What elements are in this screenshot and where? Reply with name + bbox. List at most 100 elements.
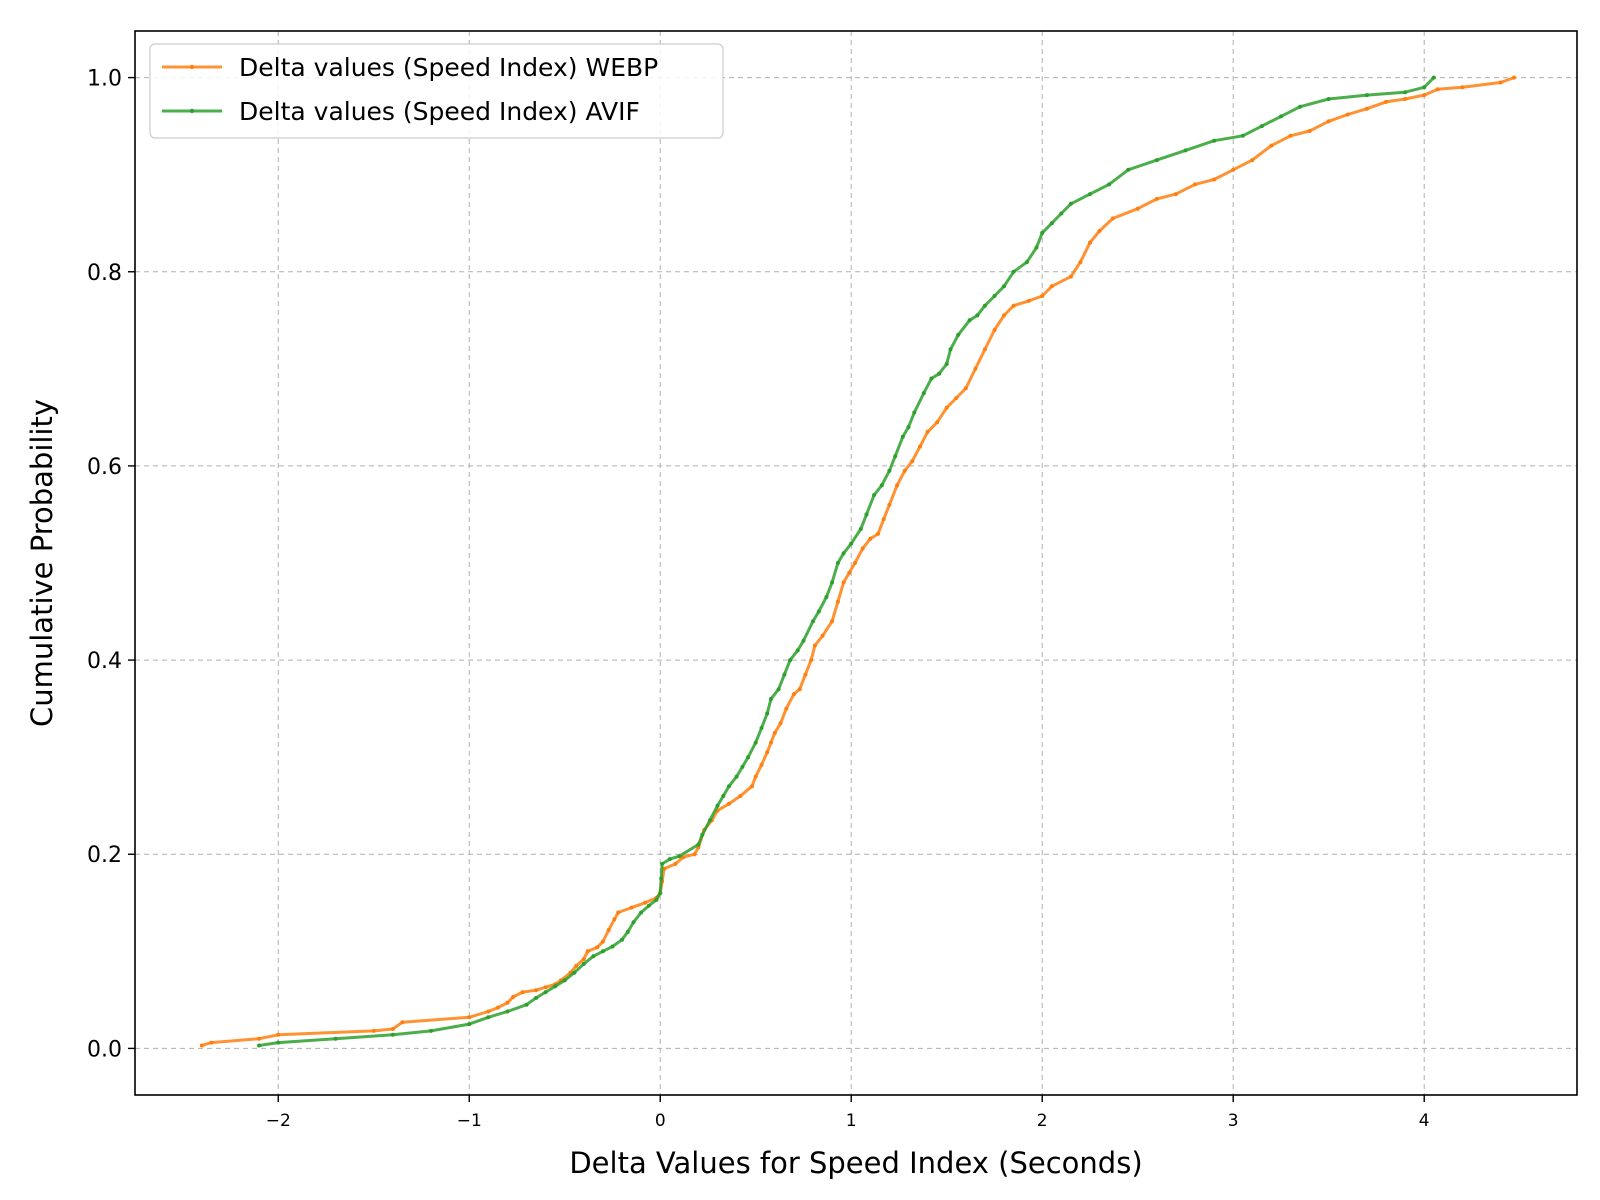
- data-point: [276, 1040, 281, 1045]
- x-axis: −2 −1 0 1 2 3 4: [266, 1095, 1430, 1131]
- data-point: [853, 561, 857, 565]
- data-point: [1002, 284, 1006, 289]
- data-point: [824, 595, 829, 599]
- data-point: [895, 483, 900, 488]
- data-point: [1034, 245, 1039, 250]
- data-point: [616, 910, 621, 915]
- data-point: [520, 990, 525, 995]
- data-point: [1049, 284, 1054, 289]
- y-tick-label: 0.2: [87, 843, 122, 868]
- data-point: [1431, 75, 1436, 80]
- data-point: [1250, 158, 1255, 163]
- data-point: [276, 1032, 281, 1037]
- data-point: [625, 929, 630, 934]
- data-point: [906, 425, 911, 430]
- data-point: [562, 978, 567, 983]
- data-point: [1231, 167, 1236, 172]
- data-point: [769, 740, 773, 745]
- data-point: [1110, 216, 1115, 221]
- data-point: [486, 1015, 491, 1020]
- data-point: [849, 541, 854, 546]
- data-point: [1088, 192, 1092, 197]
- data-point: [534, 995, 539, 1000]
- legend-item-avif[interactable]: Delta values (Speed Index) AVIF: [162, 97, 640, 126]
- data-point: [600, 949, 605, 954]
- legend-label: Delta values (Speed Index) AVIF: [239, 97, 640, 126]
- data-point: [811, 619, 815, 624]
- data-point: [921, 391, 926, 396]
- data-point: [333, 1036, 338, 1041]
- data-point: [209, 1040, 214, 1045]
- data-point: [595, 945, 600, 950]
- data-point: [868, 536, 873, 541]
- data-point: [879, 483, 884, 488]
- data-point: [467, 1015, 472, 1020]
- data-point: [1040, 230, 1045, 235]
- data-point: [1422, 93, 1427, 98]
- data-point: [963, 386, 968, 391]
- data-point: [1059, 211, 1064, 216]
- data-point: [1279, 114, 1283, 119]
- data-point: [707, 818, 712, 823]
- x-tick-label: −1: [457, 1111, 482, 1131]
- x-tick-label: 4: [1419, 1111, 1430, 1131]
- data-point: [912, 410, 917, 415]
- data-point: [1403, 97, 1408, 101]
- data-point: [727, 784, 731, 789]
- data-point: [772, 730, 777, 735]
- data-point: [600, 939, 605, 944]
- data-point: [967, 318, 972, 323]
- legend-box: [149, 43, 724, 139]
- data-point: [734, 774, 739, 779]
- data-point: [1384, 99, 1388, 104]
- data-point: [1068, 201, 1073, 206]
- data-point: [759, 762, 764, 767]
- y-axis-label: Cumulative Probability: [25, 399, 59, 727]
- data-point: [1403, 90, 1408, 95]
- data-point: [1154, 196, 1159, 201]
- series-avif: [257, 75, 1436, 1048]
- data-point: [1326, 119, 1331, 124]
- y-axis: 0.0 0.2 0.4 0.6 0.8 1.0: [87, 67, 135, 1062]
- data-point: [673, 861, 678, 866]
- data-point: [495, 1005, 500, 1010]
- data-point: [992, 294, 997, 298]
- data-point: [505, 1009, 510, 1014]
- data-point: [864, 512, 869, 517]
- data-point: [1240, 133, 1245, 138]
- x-axis-label: Delta Values for Speed Index (Seconds): [569, 1146, 1142, 1180]
- data-point: [400, 1020, 405, 1025]
- data-point: [1460, 85, 1465, 90]
- data-point: [937, 371, 942, 376]
- data-point: [700, 832, 705, 837]
- data-point: [820, 633, 825, 638]
- data-point: [660, 861, 665, 866]
- data-point: [639, 910, 644, 915]
- data-point: [795, 648, 800, 653]
- data-point: [902, 468, 907, 473]
- data-point: [606, 928, 611, 932]
- data-point: [1512, 75, 1516, 80]
- y-tick-label: 0.4: [87, 649, 122, 674]
- data-point: [782, 672, 787, 677]
- legend-item-webp[interactable]: Delta values (Speed Index) WEBP: [162, 53, 658, 82]
- data-point: [797, 687, 802, 692]
- data-point: [696, 842, 701, 847]
- data-point: [1002, 313, 1006, 318]
- data-point: [956, 332, 961, 337]
- data-point: [776, 687, 781, 692]
- data-point: [543, 990, 548, 995]
- data-point: [390, 1032, 395, 1037]
- data-point: [893, 454, 898, 459]
- data-point: [887, 468, 892, 473]
- data-point: [1024, 260, 1029, 265]
- data-point: [753, 740, 758, 745]
- data-point: [847, 570, 852, 575]
- legend[interactable]: Delta values (Speed Index) WEBP Delta val…: [149, 43, 724, 139]
- data-point: [982, 347, 987, 352]
- data-point: [591, 954, 596, 959]
- data-point: [740, 764, 745, 769]
